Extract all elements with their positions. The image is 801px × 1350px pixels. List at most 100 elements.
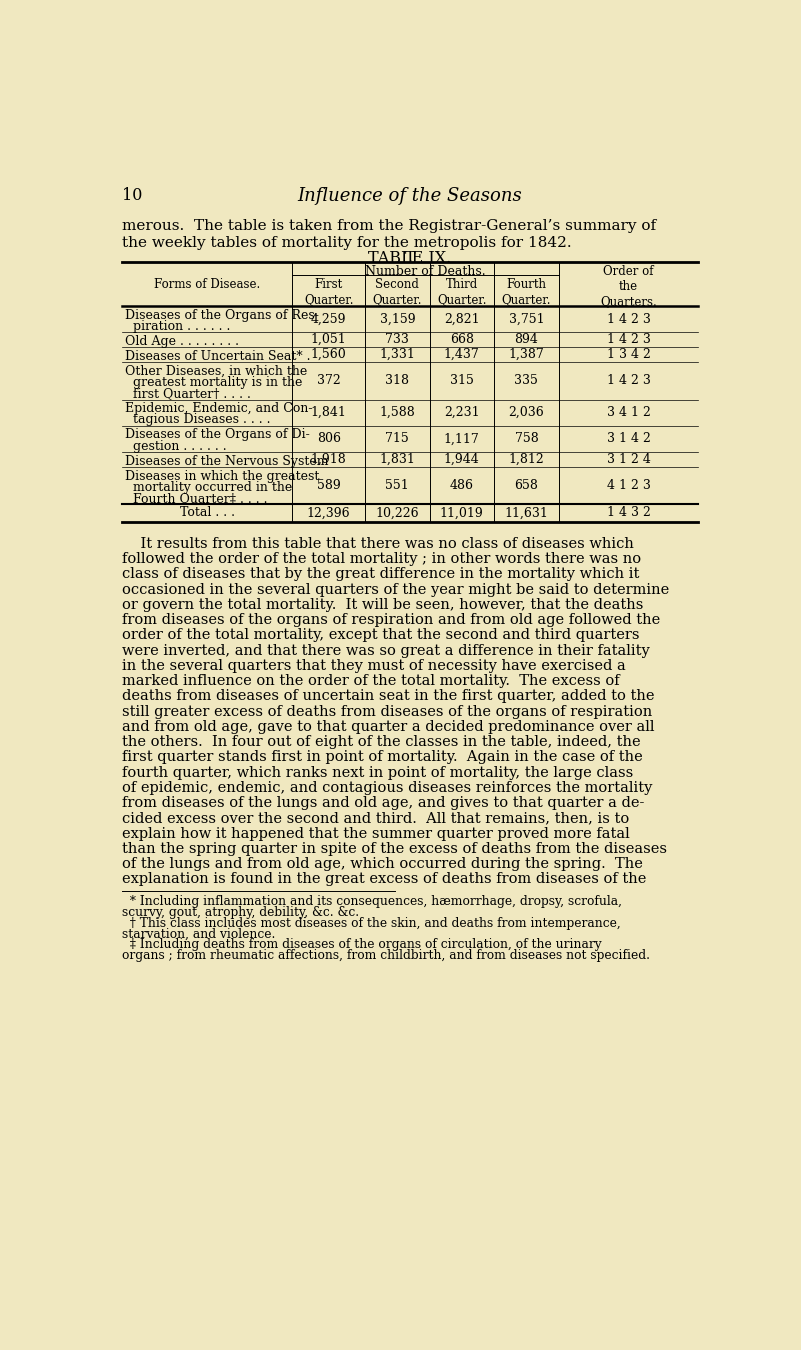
Text: 1,051: 1,051 [311,333,347,346]
Text: ‡ Including deaths from diseases of the organs of circulation, of the urinary: ‡ Including deaths from diseases of the … [122,938,602,952]
Text: 2,231: 2,231 [444,406,480,418]
Text: than the spring quarter in spite of the excess of deaths from the diseases: than the spring quarter in spite of the … [122,842,666,856]
Text: from diseases of the organs of respiration and from old age followed the: from diseases of the organs of respirati… [122,613,660,628]
Text: or govern the total mortality.  It will be seen, however, that the deaths: or govern the total mortality. It will b… [122,598,643,612]
Text: merous.  The table is taken from the Registrar-General’s summary of: merous. The table is taken from the Regi… [122,219,656,234]
Text: 894: 894 [514,333,538,346]
Text: Order of
the
Quarters.: Order of the Quarters. [600,265,657,308]
Text: occasioned in the several quarters of the year might be said to determine: occasioned in the several quarters of th… [122,583,669,597]
Text: the others.  In four out of eight of the classes in the table, indeed, the: the others. In four out of eight of the … [122,736,641,749]
Text: Diseases of the Nervous System: Diseases of the Nervous System [125,455,328,467]
Text: in the several quarters that they must of necessity have exercised a: in the several quarters that they must o… [122,659,626,672]
Text: 1,831: 1,831 [380,452,415,466]
Text: first Quarter† . . . .: first Quarter† . . . . [125,387,251,400]
Text: Fourth
Quarter.: Fourth Quarter. [501,278,551,306]
Text: 1,918: 1,918 [311,452,347,466]
Text: Fourth Quarter‡ . . . .: Fourth Quarter‡ . . . . [125,491,268,505]
Text: 715: 715 [385,432,409,446]
Text: Diseases of the Organs of Di-: Diseases of the Organs of Di- [125,428,310,441]
Text: 1 4 2 3: 1 4 2 3 [606,374,650,387]
Text: piration . . . . . .: piration . . . . . . [125,320,231,333]
Text: from diseases of the lungs and old age, and gives to that quarter a de-: from diseases of the lungs and old age, … [122,796,644,810]
Text: tagious Diseases . . . .: tagious Diseases . . . . [125,413,271,427]
Text: Third
Quarter.: Third Quarter. [437,278,486,306]
Text: 658: 658 [514,479,538,493]
Text: the weekly tables of mortality for the metropolis for 1842.: the weekly tables of mortality for the m… [122,236,571,250]
Text: 12,396: 12,396 [307,506,351,520]
Text: * Including inflammation and its consequences, hæmorrhage, dropsy, scrofula,: * Including inflammation and its consequ… [122,895,622,909]
Text: 1,841: 1,841 [311,406,347,418]
Text: 10: 10 [122,186,143,204]
Text: organs ; from rheumatic affections, from childbirth, and from diseases not speci: organs ; from rheumatic affections, from… [122,949,650,963]
Text: 3 1 4 2: 3 1 4 2 [606,432,650,446]
Text: Second
Quarter.: Second Quarter. [372,278,422,306]
Text: explain how it happened that the summer quarter proved more fatal: explain how it happened that the summer … [122,826,630,841]
Text: 668: 668 [449,333,473,346]
Text: 1,560: 1,560 [311,348,347,362]
Text: 2,821: 2,821 [444,313,480,325]
Text: 4 1 2 3: 4 1 2 3 [606,479,650,493]
Text: Influence of the Seasons: Influence of the Seasons [298,186,522,205]
Text: It results from this table that there was no class of diseases which: It results from this table that there wa… [122,537,634,551]
Text: and from old age, gave to that quarter a decided predominance over all: and from old age, gave to that quarter a… [122,720,654,734]
Text: 4,259: 4,259 [311,313,347,325]
Text: 551: 551 [385,479,409,493]
Text: T: T [405,250,416,267]
Text: 335: 335 [514,374,538,387]
Text: 1 4 3 2: 1 4 3 2 [606,506,650,520]
Text: TABLE IX.: TABLE IX. [368,250,452,267]
Text: 10,226: 10,226 [376,506,419,520]
Text: 1 4 2 3: 1 4 2 3 [606,333,650,346]
Text: greatest mortality is in the: greatest mortality is in the [125,377,302,389]
Text: starvation, and violence.: starvation, and violence. [122,927,276,941]
Text: 372: 372 [317,374,340,387]
Text: First
Quarter.: First Quarter. [304,278,353,306]
Text: 315: 315 [449,374,473,387]
Text: 1,944: 1,944 [444,452,480,466]
Text: Total . . .: Total . . . [179,506,235,520]
Text: 3,159: 3,159 [380,313,415,325]
Text: Other Diseases, in which the: Other Diseases, in which the [125,364,307,378]
Text: Old Age . . . . . . . .: Old Age . . . . . . . . [125,335,239,348]
Text: mortality occurred in the: mortality occurred in the [125,481,292,494]
Text: † This class includes most diseases of the skin, and deaths from intemperance,: † This class includes most diseases of t… [122,917,621,930]
Text: of epidemic, endemic, and contagious diseases reinforces the mortality: of epidemic, endemic, and contagious dis… [122,780,652,795]
Text: 758: 758 [514,432,538,446]
Text: marked influence on the order of the total mortality.  The excess of: marked influence on the order of the tot… [122,674,619,688]
Text: Number of Deaths.: Number of Deaths. [365,265,486,278]
Text: were inverted, and that there was so great a difference in their fatality: were inverted, and that there was so gre… [122,644,650,657]
Text: fourth quarter, which ranks next in point of mortality, the large class: fourth quarter, which ranks next in poin… [122,765,633,780]
Text: 1,387: 1,387 [509,348,544,362]
Text: explanation is found in the great excess of deaths from diseases of the: explanation is found in the great excess… [122,872,646,887]
Text: 11,019: 11,019 [440,506,484,520]
Text: Diseases of the Organs of Res-: Diseases of the Organs of Res- [125,309,319,321]
Text: 1,588: 1,588 [380,406,415,418]
Text: class of diseases that by the great difference in the mortality which it: class of diseases that by the great diff… [122,567,639,582]
Text: 3 1 2 4: 3 1 2 4 [606,452,650,466]
Text: 486: 486 [449,479,473,493]
Text: 318: 318 [385,374,409,387]
Text: followed the order of the total mortality ; in other words there was no: followed the order of the total mortalit… [122,552,641,566]
Text: 733: 733 [385,333,409,346]
Text: 11,631: 11,631 [505,506,549,520]
Text: Epidemic, Endemic, and Con-: Epidemic, Endemic, and Con- [125,402,312,416]
Text: 3,751: 3,751 [509,313,544,325]
Text: Forms of Disease.: Forms of Disease. [154,278,260,290]
Text: 806: 806 [316,432,340,446]
Text: Diseases in which the greatest: Diseases in which the greatest [125,470,320,482]
Text: 1 3 4 2: 1 3 4 2 [606,348,650,362]
Text: gestion . . . . . .: gestion . . . . . . [125,440,227,452]
Text: order of the total mortality, except that the second and third quarters: order of the total mortality, except tha… [122,629,639,643]
Text: still greater excess of deaths from diseases of the organs of respiration: still greater excess of deaths from dise… [122,705,652,718]
Text: 1 4 2 3: 1 4 2 3 [606,313,650,325]
Text: first quarter stands first in point of mortality.  Again in the case of the: first quarter stands first in point of m… [122,751,642,764]
Text: 1,437: 1,437 [444,348,480,362]
Text: 1,331: 1,331 [380,348,415,362]
Text: 589: 589 [317,479,340,493]
Text: 1,117: 1,117 [444,432,480,446]
Text: of the lungs and from old age, which occurred during the spring.  The: of the lungs and from old age, which occ… [122,857,642,871]
Text: 3 4 1 2: 3 4 1 2 [606,406,650,418]
Text: 1,812: 1,812 [509,452,544,466]
Text: cided excess over the second and third.  All that remains, then, is to: cided excess over the second and third. … [122,811,629,825]
Text: deaths from diseases of uncertain seat in the first quarter, added to the: deaths from diseases of uncertain seat i… [122,690,654,703]
